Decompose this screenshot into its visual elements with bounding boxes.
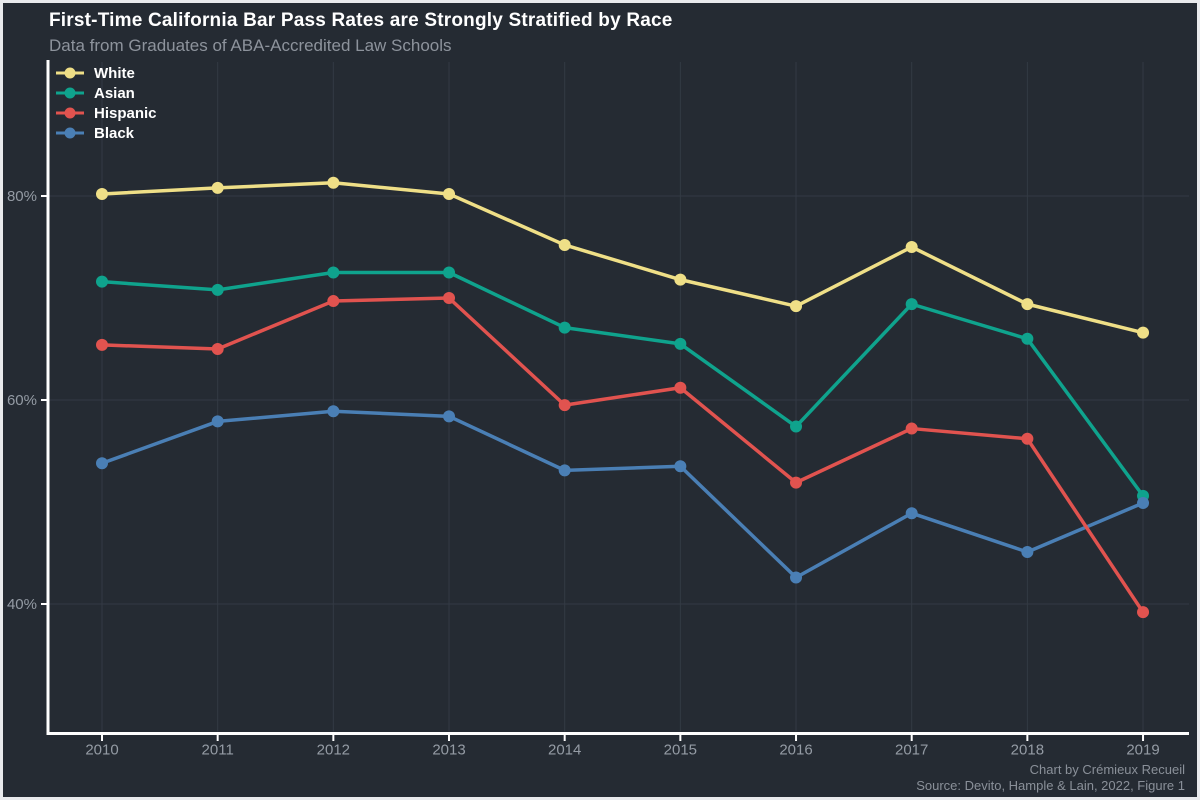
legend-key-hispanic-icon (56, 107, 84, 119)
y-tick-label: 40% (7, 596, 37, 613)
caption-source: Source: Devito, Hample & Lain, 2022, Fig… (916, 778, 1185, 793)
point-white-2018 (1021, 298, 1034, 311)
point-hispanic-2017 (905, 422, 918, 435)
line-chart-canvas: 40% 60% 80% 2010 2011 2012 2013 2014 2015 2016 201… (7, 60, 1189, 759)
chart-title: First-Time California Bar Pass Rates are… (49, 10, 673, 31)
point-white-2011 (211, 181, 224, 194)
legend-label-asian: Asian (94, 84, 135, 102)
gridlines (48, 62, 1189, 732)
axis-labels: 40% 60% 80% 2010 2011 2012 2013 2014 2015 2016 201… (7, 188, 1160, 759)
point-black-2018 (1021, 545, 1034, 558)
legend-item-white: White (55, 63, 157, 83)
point-hispanic-2010 (96, 338, 108, 351)
legend-item-black: Black (55, 123, 157, 143)
legend-key-white-icon (56, 67, 84, 79)
point-black-2013 (443, 410, 456, 423)
series-lines (100, 180, 1145, 614)
y-tick-label: 60% (7, 392, 37, 409)
point-asian-2013 (443, 266, 456, 279)
point-hispanic-2013 (443, 292, 456, 304)
x-tick-label: 2016 (779, 742, 812, 759)
point-hispanic-2012 (327, 295, 340, 308)
point-black-2019 (1137, 497, 1150, 510)
point-hispanic-2019 (1137, 606, 1150, 619)
x-tick-label: 2010 (85, 742, 118, 759)
point-white-2012 (327, 176, 340, 189)
legend-label-hispanic: Hispanic (94, 104, 157, 122)
point-asian-2015 (674, 337, 687, 350)
caption-credit: Chart by Crémieux Recueil (1029, 762, 1185, 777)
x-tick-label: 2017 (895, 742, 928, 759)
point-white-2019 (1137, 326, 1150, 339)
point-white-2013 (443, 187, 456, 200)
point-black-2010 (96, 457, 108, 470)
series-points (96, 176, 1150, 619)
point-white-2010 (96, 187, 108, 200)
series-line-asian (100, 270, 1145, 498)
point-hispanic-2015 (674, 381, 687, 394)
point-white-2016 (790, 300, 803, 313)
point-white-2017 (905, 241, 918, 253)
point-hispanic-2018 (1021, 432, 1034, 445)
point-hispanic-2011 (211, 343, 224, 355)
legend-key-asian-icon (56, 87, 84, 99)
point-black-2011 (211, 415, 224, 428)
point-asian-2011 (211, 283, 224, 296)
x-tick-label: 2015 (664, 742, 697, 759)
point-asian-2014 (558, 321, 571, 334)
legend-label-black: Black (94, 124, 135, 142)
x-tick-label: 2012 (317, 742, 350, 759)
point-asian-2016 (790, 420, 803, 433)
axis-ticks (41, 195, 1145, 741)
point-black-2016 (790, 571, 803, 584)
point-asian-2017 (905, 298, 918, 311)
point-white-2014 (558, 238, 571, 251)
legend-item-asian: Asian (55, 83, 157, 103)
x-tick-label: 2019 (1126, 742, 1159, 759)
series-line-black (100, 409, 1145, 580)
axes (46, 60, 1189, 735)
series-line-hispanic (100, 296, 1145, 614)
y-tick-label: 80% (7, 188, 37, 205)
point-asian-2018 (1021, 332, 1034, 345)
caption: Chart by Crémieux Recueil Source: Devito… (916, 762, 1185, 794)
point-asian-2010 (96, 275, 108, 288)
chart-subtitle: Data from Graduates of ABA-Accredited La… (49, 36, 452, 55)
point-white-2015 (674, 273, 687, 286)
x-tick-label: 2014 (548, 742, 581, 759)
point-black-2017 (905, 507, 918, 520)
point-black-2015 (674, 460, 687, 473)
x-tick-label: 2011 (202, 742, 234, 759)
legend: White Asian Hispanic Black (55, 63, 157, 143)
series-line-white (100, 180, 1145, 335)
point-asian-2012 (327, 266, 340, 279)
legend-label-white: White (94, 64, 135, 82)
point-black-2012 (327, 405, 340, 418)
point-hispanic-2014 (558, 399, 571, 412)
point-hispanic-2016 (790, 476, 803, 489)
point-black-2014 (558, 464, 571, 477)
legend-key-black-icon (56, 127, 84, 139)
x-tick-label: 2013 (432, 742, 465, 759)
x-tick-label: 2018 (1011, 742, 1044, 759)
legend-item-hispanic: Hispanic (55, 103, 157, 123)
